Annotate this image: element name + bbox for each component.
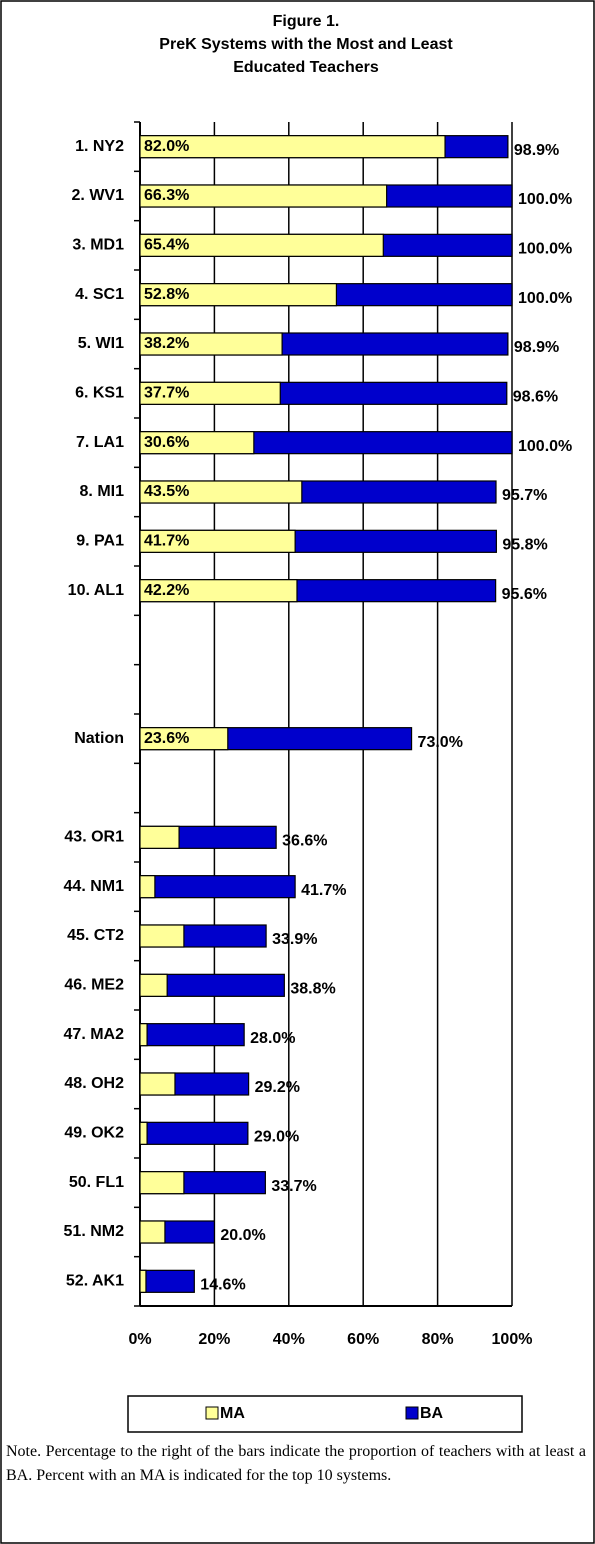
y-tick-label: Nation: [74, 730, 124, 747]
value-label: 100.0%: [518, 241, 572, 258]
y-tick-label: 49. OK2: [64, 1125, 124, 1142]
bar: [139, 480, 303, 504]
value-label: 98.9%: [514, 339, 559, 356]
y-tick-label: 48. OH2: [64, 1075, 124, 1092]
y-tick-label: 46. ME2: [64, 977, 124, 994]
value-label: 36.6%: [282, 833, 327, 850]
bar: [139, 1269, 147, 1293]
bar: [139, 579, 298, 603]
bar: [139, 1023, 148, 1047]
bar: [139, 727, 229, 751]
bar: [139, 875, 296, 899]
chart-title: Educated Teachers: [233, 59, 379, 76]
bar: [139, 233, 384, 257]
legend-label: BA: [420, 1405, 444, 1422]
value-label: 41.7%: [144, 533, 189, 550]
value-label: 95.6%: [502, 586, 547, 603]
y-tick-label: 1. NY2: [75, 138, 124, 155]
value-label: 14.6%: [200, 1277, 245, 1294]
value-label: 43.5%: [144, 483, 189, 500]
y-tick-label: 51. NM2: [64, 1223, 125, 1240]
value-label: 95.8%: [502, 537, 547, 554]
value-label: 95.7%: [502, 487, 547, 504]
chart-title: PreK Systems with the Most and Least: [159, 36, 453, 53]
bar: [139, 1121, 249, 1145]
y-tick-label: 45. CT2: [67, 927, 124, 944]
value-label: 41.7%: [301, 882, 346, 899]
value-label: 98.6%: [513, 389, 558, 406]
value-label: 29.2%: [255, 1079, 300, 1096]
legend-swatch: [405, 1406, 419, 1420]
value-label: 28.0%: [250, 1030, 295, 1047]
bar: [139, 332, 283, 356]
value-label: 52.8%: [144, 286, 189, 303]
x-tick-label: 0%: [128, 1331, 151, 1348]
y-tick-label: 9. PA1: [76, 533, 124, 550]
y-tick-label: 43. OR1: [64, 829, 124, 846]
bar: [139, 135, 446, 159]
x-tick-label: 60%: [347, 1331, 379, 1348]
y-tick-label: 4. SC1: [75, 286, 124, 303]
legend-box: [127, 1395, 523, 1433]
bar: [139, 1072, 176, 1096]
legend-label: MA: [220, 1405, 245, 1422]
value-label: 73.0%: [418, 734, 463, 751]
bar: [139, 924, 185, 948]
x-tick-label: 20%: [198, 1331, 230, 1348]
y-tick-label: 10. AL1: [68, 582, 124, 599]
bar: [139, 184, 388, 208]
bar: [139, 283, 338, 307]
x-tick-label: 100%: [492, 1331, 533, 1348]
bar: [139, 1171, 185, 1195]
value-label: 66.3%: [144, 187, 189, 204]
value-label: 37.7%: [144, 385, 189, 402]
value-label: 20.0%: [220, 1227, 265, 1244]
bar: [139, 1023, 245, 1047]
y-tick-label: 5. WI1: [78, 335, 124, 352]
note: Note. Percentage to the right of the bar…: [6, 1443, 586, 1484]
bar: [139, 825, 180, 849]
bar: [139, 875, 156, 899]
bar: [139, 1121, 148, 1145]
value-label: 29.0%: [254, 1129, 299, 1146]
y-tick-label: 50. FL1: [69, 1174, 124, 1191]
y-tick-label: 44. NM1: [64, 878, 125, 895]
bar: [139, 973, 168, 997]
value-label: 100.0%: [518, 438, 572, 455]
value-label: 33.7%: [271, 1178, 316, 1195]
bar: [139, 1269, 195, 1293]
value-label: 30.6%: [144, 434, 189, 451]
bar: [139, 1220, 166, 1244]
value-label: 33.9%: [272, 931, 317, 948]
y-tick-label: 6. KS1: [75, 385, 124, 402]
chart-title: Figure 1.: [273, 13, 340, 30]
value-label: 100.0%: [518, 191, 572, 208]
value-label: 23.6%: [144, 730, 189, 747]
bar: [139, 431, 255, 455]
value-label: 38.2%: [144, 335, 189, 352]
value-label: 100.0%: [518, 290, 572, 307]
legend-swatch: [205, 1406, 219, 1420]
y-tick-label: 47. MA2: [64, 1026, 125, 1043]
value-label: 38.8%: [290, 981, 335, 998]
value-label: 65.4%: [144, 237, 189, 254]
y-tick-label: 8. MI1: [80, 483, 125, 500]
value-label: 98.9%: [514, 142, 559, 159]
value-label: 42.2%: [144, 582, 189, 599]
y-tick-label: 7. LA1: [76, 434, 124, 451]
bar: [139, 529, 296, 553]
y-tick-label: 52. AK1: [66, 1273, 124, 1290]
bar: [139, 381, 281, 405]
x-tick-label: 80%: [422, 1331, 454, 1348]
x-tick-label: 40%: [273, 1331, 305, 1348]
value-label: 82.0%: [144, 138, 189, 155]
y-tick-label: 2. WV1: [72, 187, 125, 204]
y-tick-label: 3. MD1: [72, 237, 124, 254]
